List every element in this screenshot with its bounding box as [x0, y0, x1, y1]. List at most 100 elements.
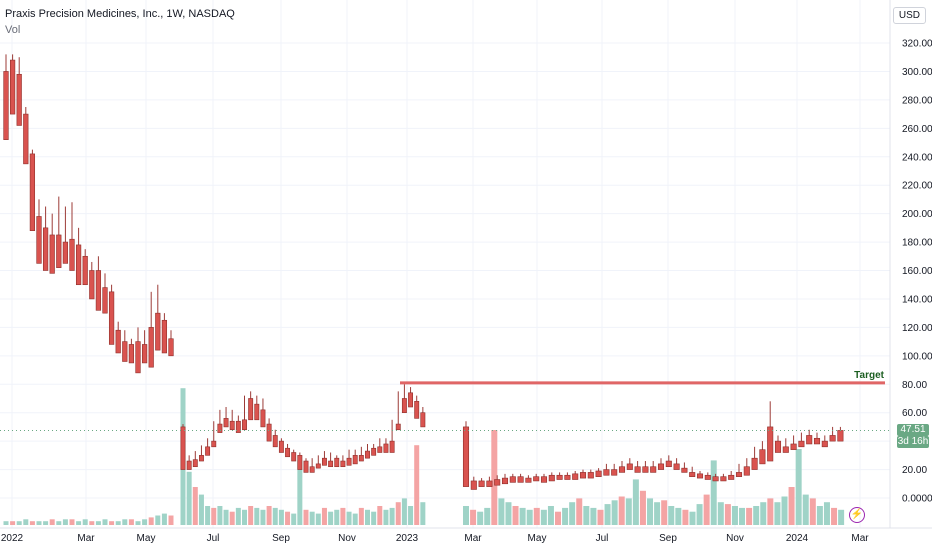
volume-bar [689, 511, 696, 525]
volume-bar [291, 513, 297, 525]
candle [315, 463, 321, 469]
x-tick-label: 2023 [396, 533, 419, 544]
volume-bar [309, 511, 315, 525]
volume-bar [724, 504, 731, 525]
candle [540, 476, 548, 483]
x-tick-label: 2024 [786, 533, 809, 544]
volume-bar [217, 506, 223, 525]
candle [728, 474, 735, 480]
volume-bar [242, 509, 247, 525]
y-tick-label: 240.00 [902, 152, 932, 163]
volume-bar [562, 507, 569, 525]
x-tick-label: Mar [851, 533, 869, 544]
y-tick-label: 180.00 [902, 238, 932, 249]
volume-bar [682, 509, 689, 525]
volume-bar [102, 519, 108, 525]
volume-bar [753, 506, 760, 525]
candle [681, 467, 688, 473]
candle [564, 474, 571, 480]
volume-bar [223, 509, 229, 525]
candle [223, 418, 229, 428]
candles [3, 54, 844, 490]
candle [135, 341, 141, 374]
candle [618, 466, 626, 473]
volume-bar [703, 494, 710, 525]
candle [704, 474, 711, 480]
volume-bar [831, 507, 838, 525]
candle [205, 446, 211, 456]
candle [217, 423, 223, 433]
volume-bar [823, 502, 830, 525]
x-tick-label: Mar [77, 533, 95, 544]
volume-bar [23, 519, 29, 525]
volume-bar [731, 506, 738, 525]
candle [148, 327, 154, 368]
candle [743, 466, 750, 476]
volume-bar [142, 519, 148, 525]
volume-bar [583, 506, 590, 525]
volume-bar [278, 509, 284, 525]
candle [813, 437, 821, 445]
candle [696, 473, 704, 479]
overlay: Target [0, 370, 890, 431]
y-tick-label: 60.00 [902, 408, 927, 419]
volume-bar [477, 511, 484, 525]
candle [611, 469, 618, 476]
volume-bar [625, 498, 632, 525]
lightning-icon[interactable]: ⚡ [849, 507, 865, 523]
volume-bar [285, 511, 291, 525]
candle [735, 472, 743, 477]
candle [186, 460, 192, 470]
candle [806, 435, 813, 445]
volume-bar [519, 507, 526, 525]
volume-bar [16, 521, 22, 525]
volume-bar [395, 502, 401, 525]
candle [642, 466, 649, 473]
candle [383, 443, 389, 453]
candle [309, 466, 315, 473]
volume-bar [69, 519, 75, 525]
currency-badge[interactable]: USD [892, 7, 926, 24]
volume-bar [62, 519, 68, 525]
volume-bar [576, 498, 583, 525]
volume-bar [168, 515, 174, 525]
candle [650, 466, 657, 473]
candle [673, 463, 680, 470]
volume-bar [89, 521, 95, 525]
y-tick-label: 0.0000 [902, 494, 932, 505]
candle [517, 476, 524, 483]
volume-bar [76, 521, 82, 525]
candle [266, 423, 272, 442]
volume-bar [526, 509, 533, 525]
candle [49, 234, 55, 274]
candle [767, 426, 774, 462]
candle [595, 470, 602, 477]
volume-bar [618, 496, 625, 525]
candle [420, 412, 426, 428]
candle [657, 463, 665, 470]
volume-bar [365, 509, 370, 525]
y-tick-label: 260.00 [902, 124, 932, 135]
candle [278, 440, 284, 453]
candle [291, 452, 297, 462]
volume-bar [266, 506, 272, 525]
candle [180, 426, 186, 470]
candle [229, 420, 235, 431]
volume-bar [414, 445, 420, 525]
x-tick-label: Mar [464, 533, 482, 544]
candle [525, 477, 532, 483]
volume-bar [816, 506, 823, 525]
volume-bar [95, 521, 101, 525]
volume-bar [371, 511, 377, 525]
candle [42, 227, 49, 271]
volume-bar [192, 487, 198, 525]
last-price-tag: 47.51 [897, 424, 929, 436]
time-axis: 2022 Mar May Jul Sep Nov 2023 Mar May Jul Sep Nov 20… [0, 527, 932, 544]
volume-bar [420, 502, 426, 525]
x-tick-label: Nov [726, 533, 744, 544]
volume-bar [569, 502, 576, 525]
candle [29, 153, 36, 231]
volume-bar [43, 521, 49, 525]
y-tick-label: 220.00 [902, 181, 932, 192]
